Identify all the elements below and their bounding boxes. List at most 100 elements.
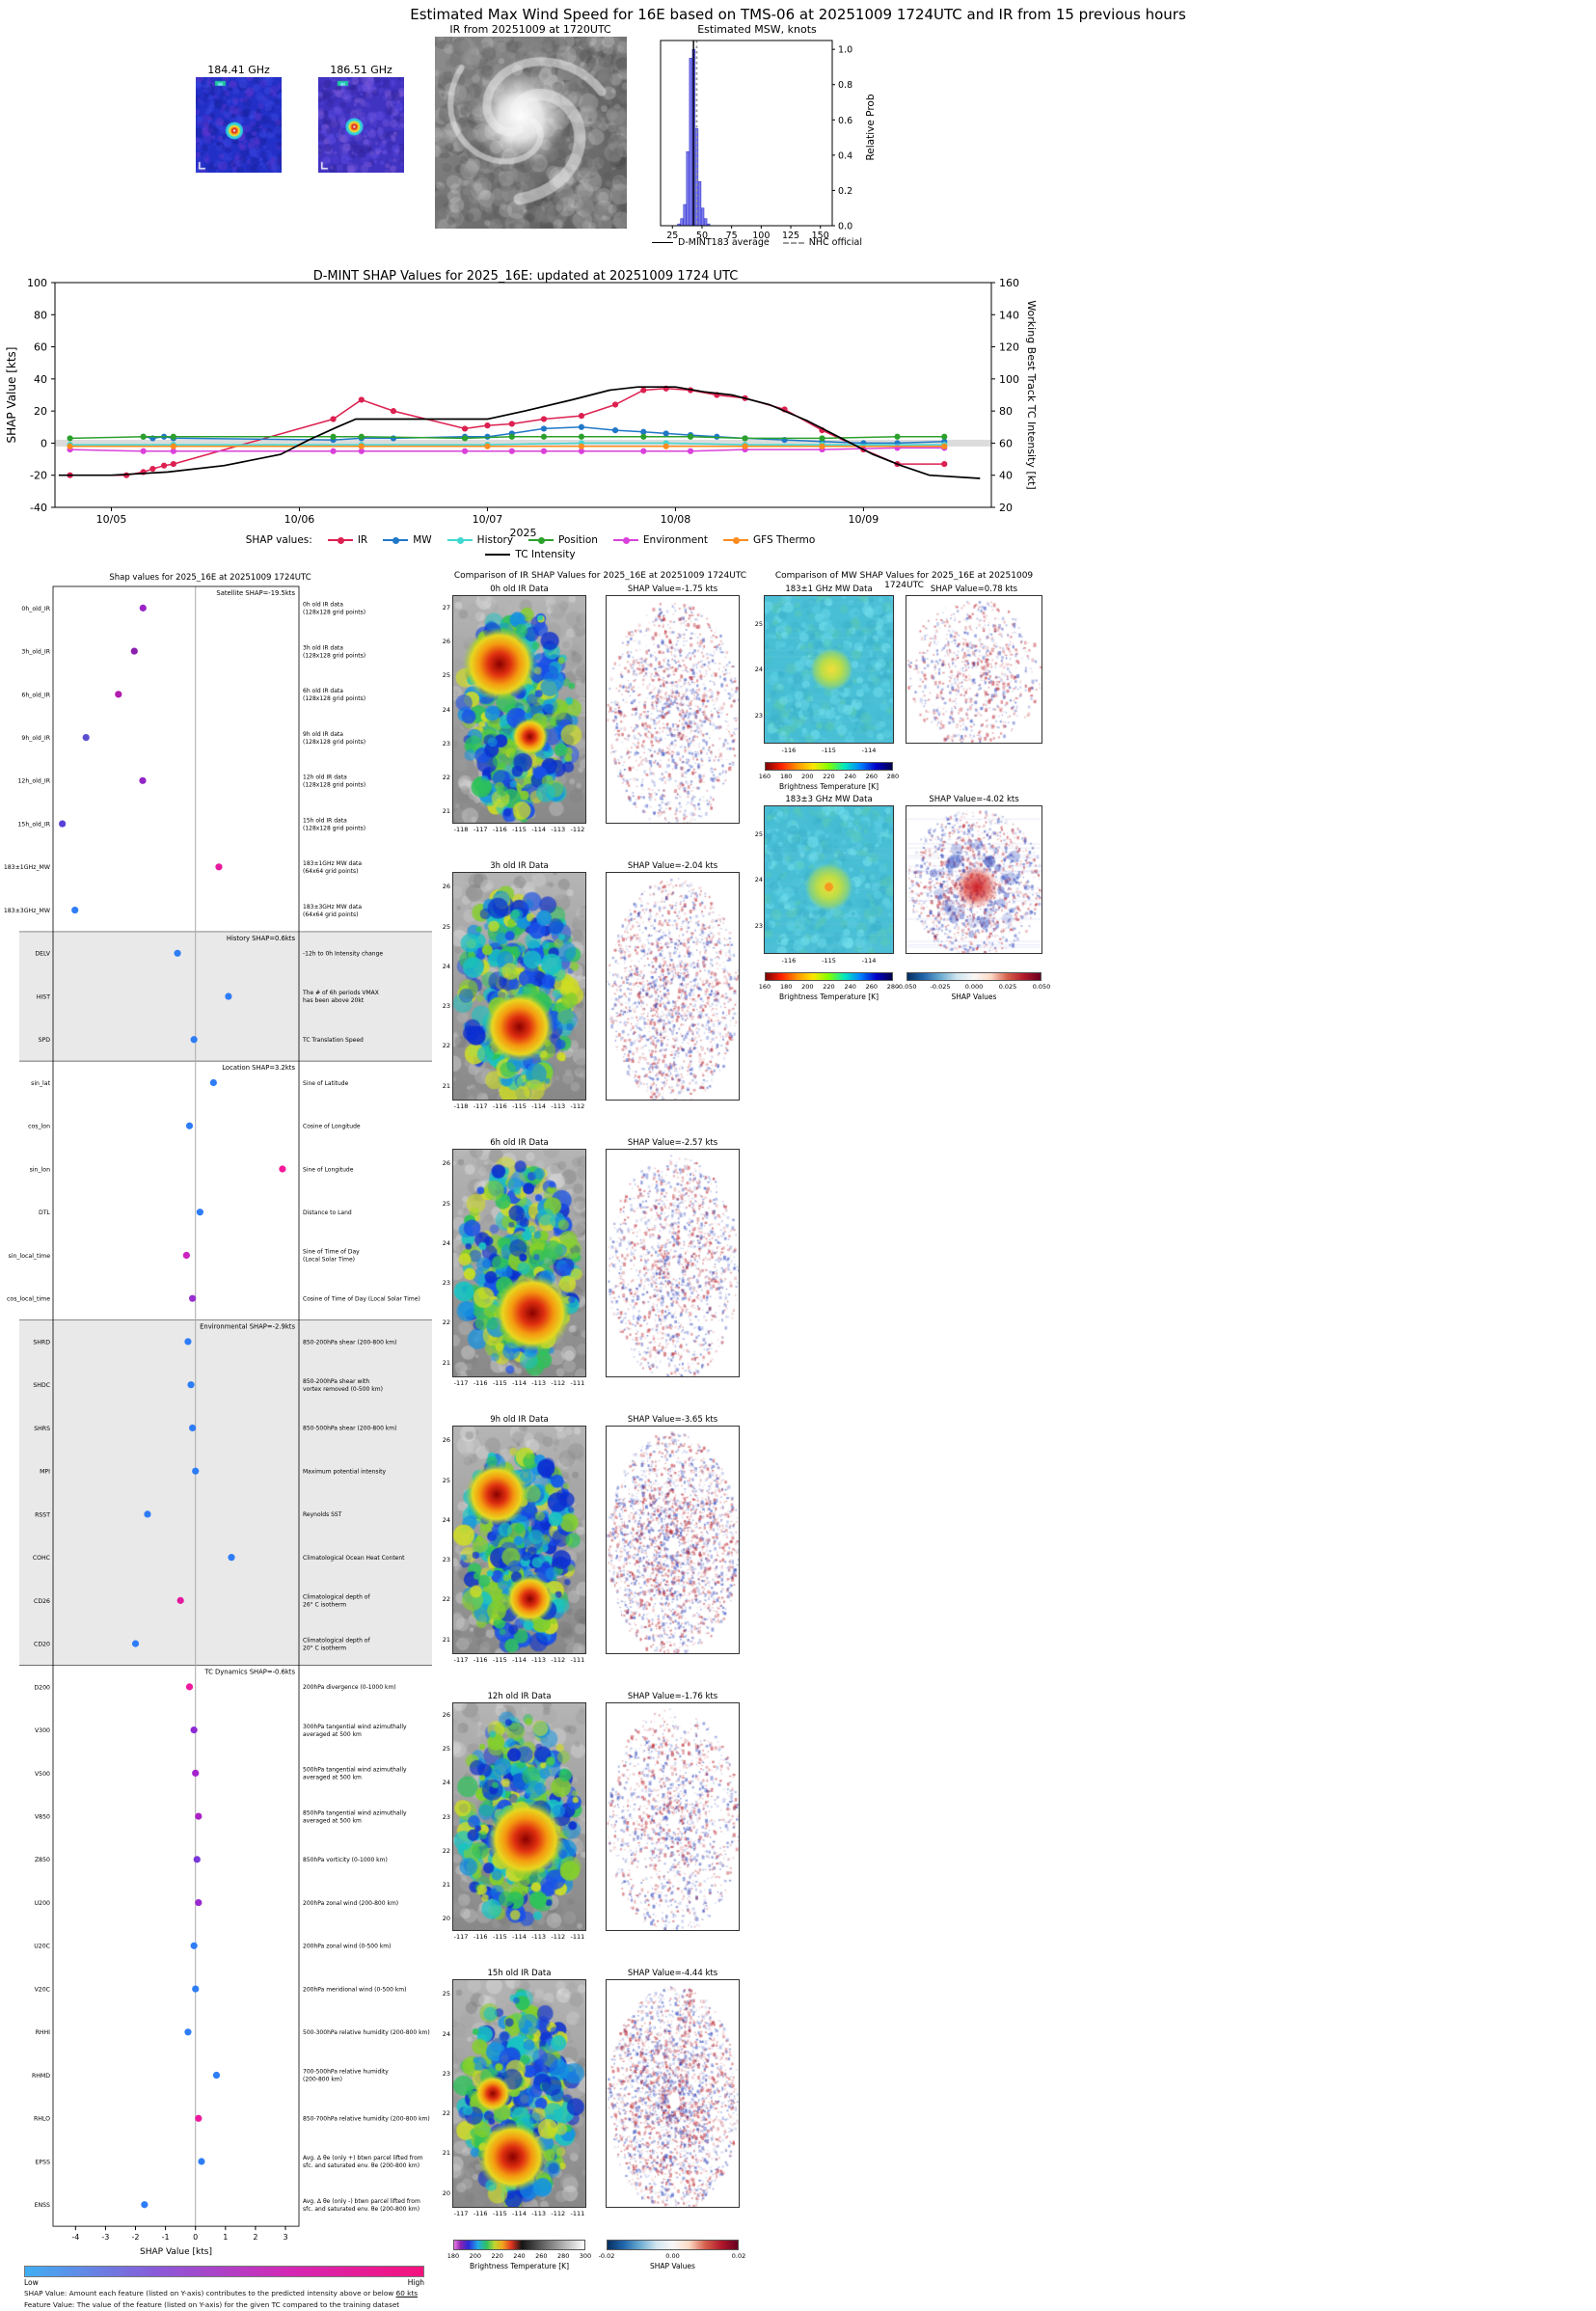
ir-bt-tick: 220: [491, 2252, 503, 2260]
marker-dot: [456, 536, 464, 544]
ts-ytick-left: 100: [27, 277, 47, 289]
feature-desc: 9h old IR data: [303, 731, 343, 738]
hist-ytick: 0.2: [838, 186, 852, 197]
ir-comparison-row: 0h old IR Data SHAP Value=-1.75 kts 27 26 25…: [439, 585, 762, 861]
mw-lat-tick: 25: [754, 619, 763, 628]
ir-bt-tick: 180: [446, 2252, 460, 2260]
footnote-text: Feature Value: The value of the feature …: [24, 2300, 400, 2309]
feature-label: DELV: [35, 951, 50, 958]
mw-lon-tick: -116: [781, 747, 797, 754]
feature-desc: 20° C isotherm: [303, 1645, 346, 1651]
dp-xtick: 1: [223, 2233, 228, 2242]
ts-ylabel-left: SHAP Value [kts]: [5, 347, 18, 444]
lat-tick: 26: [442, 1711, 450, 1720]
legend-label: GFS Thermo: [752, 534, 816, 546]
hist-bar: [689, 57, 693, 227]
feature-desc: (200-800 km): [303, 2077, 342, 2083]
mw-shap-title: SHAP Value=0.78 kts: [930, 585, 1018, 594]
ir-shap-title: SHAP Value=-1.76 kts: [627, 1692, 718, 1701]
lon-tick: -111: [570, 2210, 585, 2217]
legend-item-mw: MW: [383, 534, 432, 546]
lat-tick: 21: [442, 1880, 450, 1889]
mw-shap-map-1: [906, 805, 1042, 954]
shap-dot-D200: [185, 1683, 194, 1691]
series-point: [819, 443, 825, 449]
mw-shap-colorbar: [906, 972, 1041, 981]
feature-label: sin_local_time: [9, 1253, 51, 1260]
shap-dot-SPD: [190, 1036, 198, 1044]
ir-bt-tick: 200: [469, 2252, 482, 2260]
lat-tick: 24: [442, 962, 450, 970]
shap-dot-HIST: [225, 992, 232, 1000]
feature-desc: averaged at 500 km: [303, 1817, 362, 1824]
feature-label: ENSS: [35, 2202, 50, 2209]
mw-data-title: 183±1 GHz MW Data: [785, 585, 873, 594]
feature-desc: (64x64 grid points): [303, 868, 359, 875]
shap-dot-RHMD: [212, 2071, 221, 2080]
lon-tick: -113: [531, 1656, 547, 1664]
series-point: [894, 433, 901, 440]
ir-satellite-image: [435, 37, 627, 229]
series-point: [358, 433, 365, 440]
feature-label: D200: [34, 1684, 50, 1691]
feature-label: sin_lon: [30, 1166, 50, 1173]
hist-xtick: 150: [812, 231, 829, 241]
mw-lat-tick: 23: [754, 711, 763, 720]
mw-lat-tick: 24: [754, 876, 763, 884]
ir-bt-tick: 260: [535, 2252, 548, 2260]
feature-desc: 200hPa divergence (0-1000 km): [303, 1684, 396, 1691]
series-point: [640, 433, 647, 440]
mw-data-image-1: [764, 805, 894, 954]
series-point: [611, 427, 619, 434]
series-point: [640, 428, 647, 435]
series-point: [540, 425, 548, 432]
lon-tick: -113: [551, 1102, 566, 1110]
marker-dot: [622, 536, 630, 544]
feature-desc: -12h to 0h Intensity change: [303, 951, 383, 958]
mw-shap-map-0: [906, 595, 1042, 744]
feature-desc: 6h old IR data: [303, 688, 343, 694]
legend-label: Environment: [642, 534, 708, 546]
hist-xtick: 100: [752, 231, 770, 241]
feature-label: SPD: [39, 1037, 51, 1044]
lon-tick: -115: [492, 1656, 507, 1664]
feature-desc: (128x128 grid points): [303, 782, 365, 789]
series-point: [540, 448, 548, 454]
series-point: [484, 433, 491, 440]
mw-shap-title: SHAP Value=-4.02 kts: [929, 795, 1019, 804]
feature-label: RHHI: [36, 2029, 51, 2036]
feature-label: V300: [35, 1727, 50, 1734]
series-point: [484, 422, 491, 429]
feature-label: Z850: [35, 1857, 50, 1863]
lon-tick: -115: [492, 2210, 507, 2217]
mw-shap-cbtick: -0.025: [930, 983, 951, 991]
ir-bt-colorbar-label: Brightness Temperature [K]: [470, 2262, 569, 2270]
mw-data-image-0: [764, 595, 894, 744]
feature-desc: 850-700hPa relative humidity (200-800 km…: [303, 2116, 430, 2123]
lon-tick: -116: [473, 2210, 488, 2217]
series-point: [663, 443, 669, 449]
lon-tick: -112: [551, 1933, 566, 1941]
feature-label: RHMD: [32, 2073, 50, 2080]
ts-xtick: 10/06: [284, 513, 315, 526]
timeseries-legend: SHAP values: IR MW History Position Environme…: [87, 534, 974, 560]
series-point: [330, 416, 337, 422]
hist-bar: [686, 150, 690, 227]
series-point: [742, 435, 748, 442]
hist-ytick: 1.0: [838, 45, 852, 56]
ts-xtick: 10/07: [473, 513, 503, 526]
feature-desc: 0h old IR data: [303, 602, 343, 609]
mw-bt-tick: 160: [758, 983, 771, 991]
shap-dot-V850: [195, 1812, 203, 1820]
series-marker: [383, 536, 409, 544]
lat-tick: 21: [442, 806, 450, 815]
ir-comparison-row: 15h old IR Data SHAP Value=-4.44 kts 25 24 2…: [439, 1969, 762, 2245]
mw-lon-tick: -115: [822, 957, 836, 965]
feature-desc: 200hPa zonal wind (0-500 km): [303, 1944, 392, 1950]
legend-label: IR: [357, 534, 368, 546]
feature-desc: Climatological Ocean Heat Content: [303, 1555, 405, 1562]
feature-desc: (128x128 grid points): [303, 739, 365, 746]
series-point: [140, 433, 147, 440]
feature-desc: 26° C isotherm: [303, 1602, 346, 1609]
ir-data-title: 3h old IR Data: [490, 861, 549, 871]
